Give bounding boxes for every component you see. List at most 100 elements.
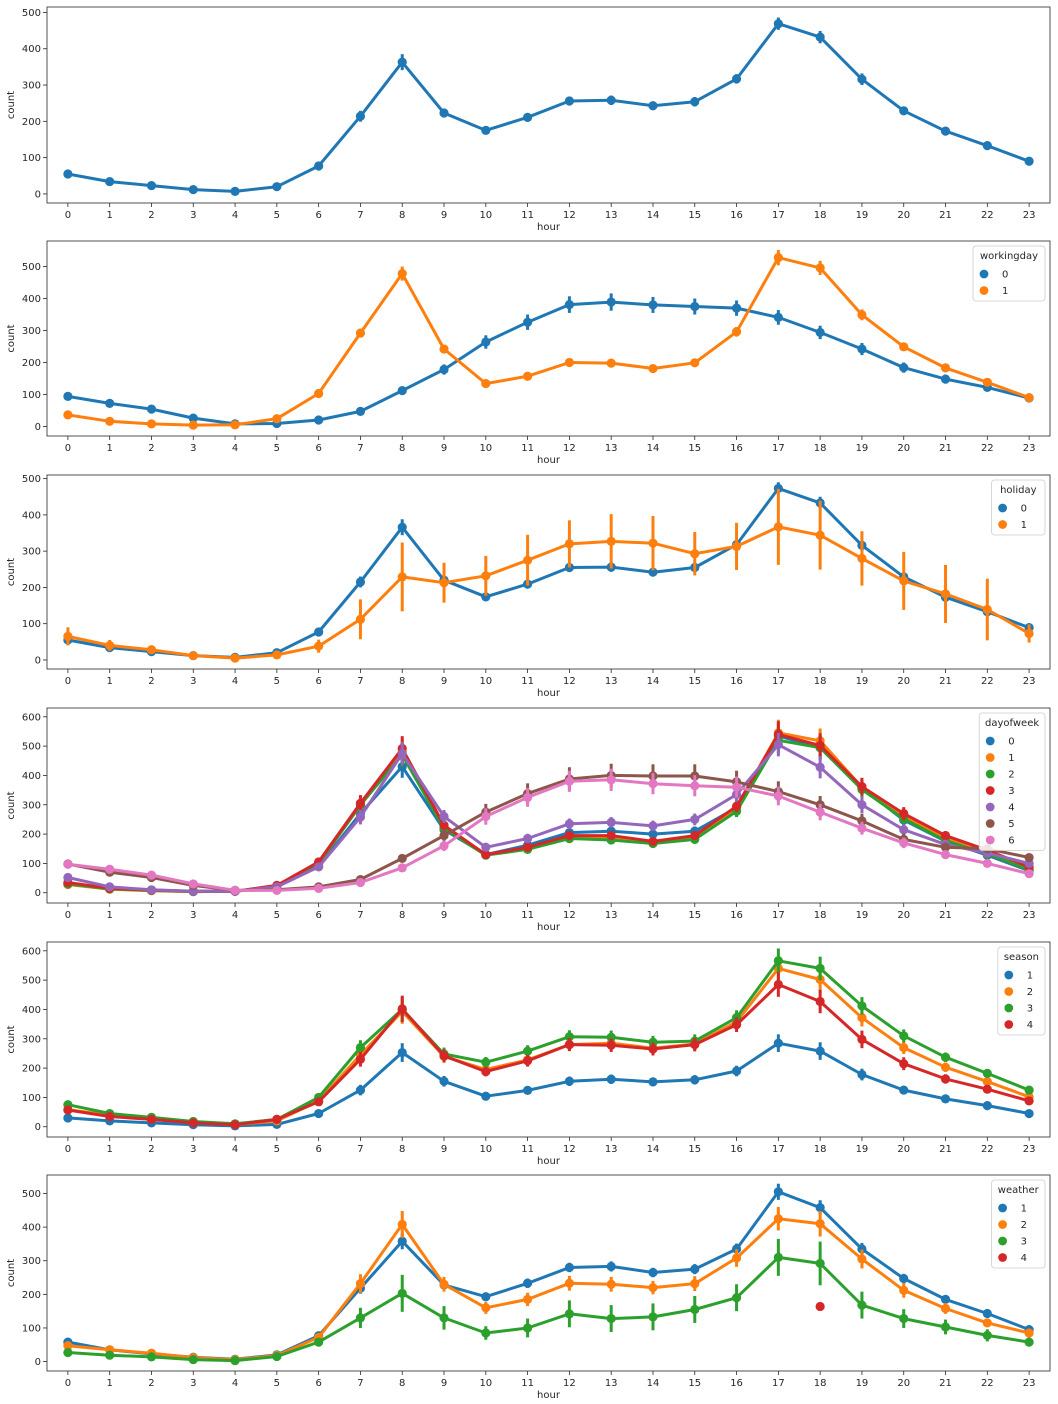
- x-tick-label: 22: [981, 1144, 994, 1155]
- data-point: [899, 838, 909, 848]
- data-point: [690, 781, 700, 791]
- x-tick-label: 17: [772, 910, 785, 921]
- data-point: [773, 312, 783, 323]
- data-point: [940, 1294, 951, 1304]
- data-point: [481, 571, 491, 581]
- data-point: [397, 1004, 407, 1014]
- x-tick-label: 18: [814, 210, 827, 221]
- legend-marker: [998, 1236, 1007, 1246]
- x-tick-label: 21: [939, 676, 952, 687]
- data-point: [523, 1046, 533, 1056]
- data-point: [648, 567, 658, 577]
- legend-entry: 0: [1002, 270, 1008, 281]
- x-tick-label: 15: [688, 676, 701, 687]
- axes-frame: [46, 707, 1051, 904]
- legend-entry: 1: [1021, 520, 1027, 531]
- data-point: [773, 1214, 783, 1224]
- x-tick-label: 2: [148, 210, 154, 221]
- data-point: [188, 650, 198, 661]
- data-point: [773, 522, 783, 532]
- data-point: [523, 317, 533, 327]
- data-point: [314, 415, 324, 425]
- data-point: [1024, 1337, 1034, 1347]
- series-all: [63, 17, 1034, 196]
- data-point: [146, 1114, 157, 1125]
- series-1: [63, 1034, 1034, 1131]
- x-tick-label: 8: [399, 443, 405, 454]
- legend-entry: 4: [1027, 1020, 1033, 1031]
- legend: weather 1 2 3 4: [991, 1179, 1046, 1269]
- data-point: [940, 363, 951, 373]
- x-tick-label: 23: [1023, 1144, 1036, 1155]
- data-point: [397, 1288, 407, 1298]
- x-tick-label: 8: [399, 910, 405, 921]
- y-tick-label: 500: [22, 976, 41, 987]
- data-point: [857, 553, 867, 564]
- data-point: [773, 1252, 783, 1262]
- x-tick-label: 15: [688, 1378, 701, 1389]
- x-tick-label: 8: [399, 1144, 405, 1155]
- data-point: [397, 748, 407, 759]
- legend-entry: 3: [1027, 1004, 1033, 1015]
- y-tick-label: 200: [22, 1290, 41, 1301]
- data-point: [731, 1293, 742, 1303]
- x-tick-label: 19: [856, 910, 869, 921]
- data-point: [648, 1037, 658, 1047]
- data-point: [940, 1322, 951, 1332]
- x-tick-label: 21: [939, 910, 952, 921]
- x-tick-label: 9: [441, 676, 447, 687]
- data-point: [481, 1057, 491, 1067]
- series-line: [67, 732, 1030, 893]
- data-point: [731, 327, 742, 337]
- data-point: [439, 344, 449, 354]
- data-point: [648, 1044, 658, 1054]
- x-tick-label: 2: [148, 443, 154, 454]
- data-point: [982, 377, 992, 387]
- data-point: [63, 1105, 73, 1115]
- legend-marker: [1004, 1003, 1014, 1013]
- data-point: [355, 111, 366, 121]
- x-tick-label: 20: [897, 910, 910, 921]
- legend-marker: [985, 786, 995, 795]
- y-tick-label: 400: [22, 510, 41, 521]
- x-tick-label: 17: [772, 676, 785, 687]
- legend-marker: [998, 1253, 1007, 1262]
- x-axis-label: hour: [537, 1390, 561, 1401]
- data-point: [940, 1094, 951, 1104]
- x-tick-label: 7: [357, 910, 363, 921]
- y-tick-label: 400: [22, 44, 41, 55]
- data-point: [1024, 1328, 1034, 1338]
- data-point: [899, 1042, 909, 1053]
- data-point: [940, 842, 951, 852]
- data-point: [982, 1318, 992, 1328]
- data-point: [439, 1051, 449, 1061]
- legend-box: [997, 946, 1046, 1036]
- legend-title: weather: [998, 1185, 1040, 1196]
- data-point: [940, 830, 951, 841]
- data-point: [355, 577, 366, 587]
- legend-marker: [985, 753, 995, 762]
- legend-entry: 1: [1021, 1204, 1027, 1215]
- data-point: [731, 1020, 742, 1030]
- data-point: [272, 182, 282, 192]
- series-4: [63, 732, 1034, 896]
- x-tick-label: 11: [521, 676, 534, 687]
- y-tick-label: 100: [22, 1093, 41, 1104]
- x-tick-label: 1: [107, 443, 113, 454]
- data-point: [314, 1108, 324, 1119]
- data-point: [105, 640, 115, 651]
- data-point: [355, 1054, 366, 1064]
- data-point: [648, 836, 658, 847]
- legend-entry: 2: [1027, 987, 1033, 998]
- data-point: [523, 842, 533, 852]
- data-point: [606, 1279, 616, 1289]
- x-tick-label: 16: [730, 910, 743, 921]
- data-point: [314, 1097, 324, 1107]
- data-point: [940, 1052, 951, 1062]
- data-point: [481, 842, 491, 852]
- x-tick-label: 15: [688, 1144, 701, 1155]
- x-tick-label: 16: [730, 676, 743, 687]
- data-point: [899, 1273, 909, 1284]
- data-point: [648, 101, 658, 111]
